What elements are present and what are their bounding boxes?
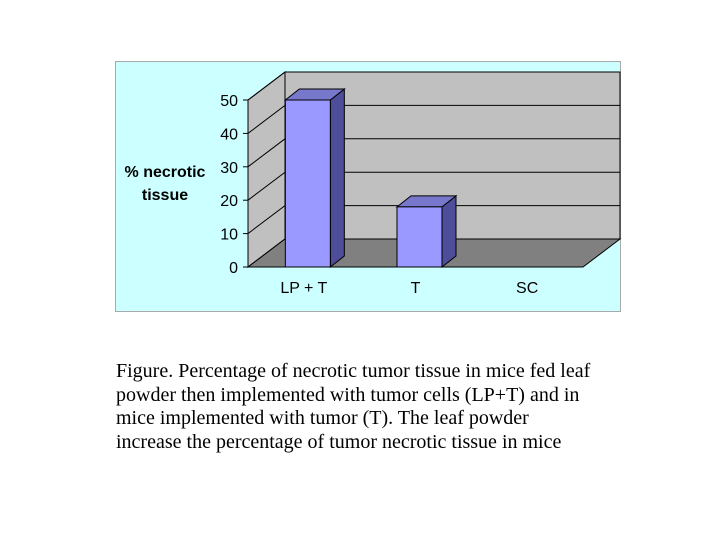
y-tick-label: 40	[220, 126, 238, 143]
bar-side	[441, 194, 457, 269]
bars	[283, 87, 458, 269]
figure-caption: Figure. Percentage of necrotic tumor tis…	[116, 360, 676, 454]
caption-line: increase the percentage of tumor necroti…	[116, 430, 562, 453]
bar-front	[284, 99, 331, 268]
y-axis	[243, 99, 249, 268]
y-tick-label: 0	[229, 260, 238, 277]
y-tick-label: 50	[220, 93, 238, 110]
bar-front	[396, 206, 443, 268]
y-tick-label: 10	[220, 227, 238, 244]
y-tick-label: 20	[220, 193, 238, 210]
chart-walls	[247, 70, 621, 269]
gridline	[247, 71, 620, 101]
y-axis-label-line: % necrotic	[124, 164, 206, 181]
x-tick-label: SC	[516, 280, 538, 297]
bar	[395, 194, 458, 269]
y-tick-label: 30	[220, 160, 238, 177]
y-axis-label-line: tissue	[141, 187, 189, 204]
y-axis-label: % necrotic tissue	[115, 161, 215, 207]
bar	[283, 87, 346, 269]
caption-line: mice implemented with tumor (T). The lea…	[116, 407, 529, 429]
caption-line: Figure. Percentage of necrotic tumor tis…	[116, 360, 591, 382]
x-tick-labels: LP + T T SC	[280, 280, 538, 297]
y-tick-labels: 0 10 20 30 40 50	[220, 93, 238, 277]
x-tick-label: LP + T	[280, 280, 327, 297]
side-wall	[247, 70, 286, 269]
caption-line: powder then implemented with tumor cells…	[116, 383, 580, 406]
x-tick-label: T	[411, 280, 421, 297]
bar-side	[329, 87, 345, 269]
